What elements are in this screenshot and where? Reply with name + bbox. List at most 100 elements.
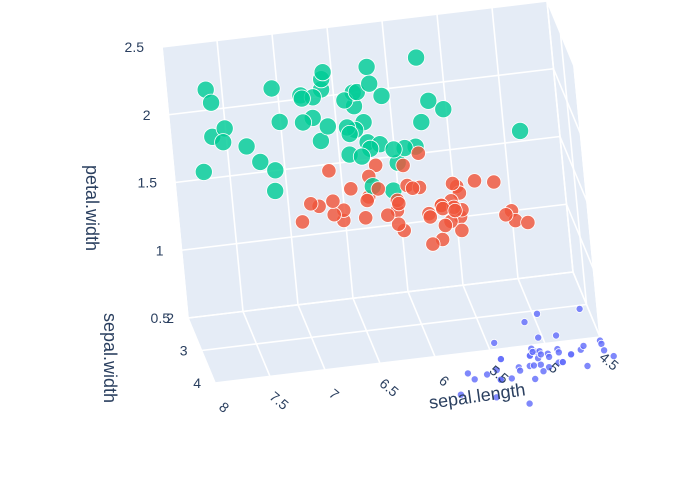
point-setosa[interactable]: [554, 348, 563, 357]
point-virginica[interactable]: [318, 117, 337, 136]
point-virginica[interactable]: [194, 162, 213, 181]
point-versicolor[interactable]: [447, 203, 463, 219]
point-virginica[interactable]: [352, 147, 371, 166]
point-setosa[interactable]: [529, 361, 538, 370]
z-tick-label: 0.5: [151, 310, 171, 326]
point-setosa[interactable]: [583, 361, 592, 370]
point-setosa[interactable]: [496, 355, 505, 364]
point-versicolor[interactable]: [368, 157, 384, 173]
point-virginica[interactable]: [347, 83, 366, 102]
x-tick-label: 6: [436, 372, 452, 389]
z-gridline-side: [552, 68, 582, 135]
point-versicolor[interactable]: [466, 173, 483, 189]
point-virginica[interactable]: [293, 113, 312, 132]
point-versicolor[interactable]: [326, 207, 342, 223]
point-versicolor[interactable]: [422, 209, 438, 225]
point-versicolor[interactable]: [437, 217, 453, 233]
point-setosa[interactable]: [463, 369, 472, 378]
point-setosa[interactable]: [533, 309, 542, 318]
point-virginica[interactable]: [419, 91, 438, 110]
point-setosa[interactable]: [609, 352, 618, 361]
point-setosa[interactable]: [539, 367, 548, 376]
point-versicolor[interactable]: [454, 222, 470, 238]
point-versicolor[interactable]: [498, 207, 514, 223]
point-virginica[interactable]: [384, 140, 403, 159]
point-virginica[interactable]: [313, 63, 332, 82]
point-virginica[interactable]: [357, 57, 376, 76]
point-virginica[interactable]: [511, 121, 530, 140]
point-setosa[interactable]: [507, 374, 516, 383]
point-virginica[interactable]: [412, 113, 431, 132]
point-versicolor[interactable]: [303, 196, 319, 212]
point-versicolor[interactable]: [404, 180, 421, 196]
point-virginica[interactable]: [262, 79, 281, 98]
point-versicolor[interactable]: [395, 157, 411, 173]
point-versicolor[interactable]: [359, 192, 375, 209]
point-versicolor[interactable]: [294, 214, 311, 230]
y-gridline-floor: [201, 303, 587, 352]
point-virginica[interactable]: [340, 125, 359, 144]
point-setosa[interactable]: [456, 390, 465, 399]
point-setosa[interactable]: [552, 331, 561, 340]
point-versicolor[interactable]: [343, 181, 359, 197]
point-versicolor[interactable]: [380, 207, 396, 223]
point-versicolor[interactable]: [325, 193, 341, 209]
point-virginica[interactable]: [251, 152, 270, 171]
point-setosa[interactable]: [516, 366, 525, 375]
x-tick-label: 7: [326, 385, 342, 402]
z-tick-label: 2: [143, 107, 151, 123]
point-versicolor[interactable]: [444, 175, 461, 192]
point-versicolor[interactable]: [370, 181, 386, 197]
point-setosa[interactable]: [545, 352, 554, 361]
point-setosa[interactable]: [600, 346, 609, 355]
point-virginica[interactable]: [202, 93, 221, 112]
x-tick-label: 8: [216, 399, 232, 416]
point-virginica[interactable]: [372, 86, 391, 105]
point-virginica[interactable]: [311, 131, 330, 150]
point-setosa[interactable]: [545, 363, 554, 372]
point-virginica[interactable]: [335, 91, 354, 110]
point-virginica[interactable]: [407, 48, 426, 67]
point-virginica[interactable]: [292, 89, 311, 108]
z-tick-label: 1.5: [138, 175, 158, 191]
point-virginica[interactable]: [434, 100, 453, 119]
point-setosa[interactable]: [558, 358, 567, 367]
z-gridline-side: [559, 136, 588, 202]
point-setosa[interactable]: [536, 350, 545, 359]
edge-left: [161, 46, 189, 319]
point-setosa[interactable]: [496, 375, 505, 384]
point-setosa[interactable]: [534, 333, 543, 342]
point-setosa[interactable]: [492, 393, 501, 402]
point-versicolor[interactable]: [321, 163, 337, 179]
point-versicolor[interactable]: [358, 210, 374, 226]
point-setosa[interactable]: [520, 318, 529, 327]
point-setosa[interactable]: [470, 375, 479, 384]
point-versicolor[interactable]: [425, 236, 441, 252]
point-setosa[interactable]: [567, 350, 576, 359]
point-setosa[interactable]: [531, 374, 540, 383]
point-versicolor[interactable]: [410, 145, 426, 161]
point-setosa[interactable]: [492, 365, 501, 374]
point-virginica[interactable]: [270, 112, 289, 131]
point-setosa[interactable]: [575, 304, 584, 313]
y-tick-label: 3: [180, 343, 188, 359]
point-virginica[interactable]: [360, 74, 379, 93]
point-setosa[interactable]: [483, 370, 492, 379]
point-setosa[interactable]: [525, 399, 534, 408]
point-setosa[interactable]: [490, 338, 499, 347]
point-virginica[interactable]: [266, 161, 285, 180]
point-versicolor[interactable]: [520, 214, 536, 231]
x-tick-label: 7.5: [267, 388, 292, 413]
point-setosa[interactable]: [579, 341, 588, 350]
point-virginica[interactable]: [214, 133, 233, 152]
scene-markers: [194, 48, 618, 408]
point-versicolor[interactable]: [391, 196, 407, 212]
z-tick-label: 2.5: [125, 39, 145, 55]
point-setosa[interactable]: [528, 347, 537, 356]
point-virginica[interactable]: [266, 181, 285, 200]
point-versicolor[interactable]: [391, 216, 407, 232]
point-versicolor[interactable]: [486, 174, 502, 190]
point-virginica[interactable]: [237, 137, 256, 156]
